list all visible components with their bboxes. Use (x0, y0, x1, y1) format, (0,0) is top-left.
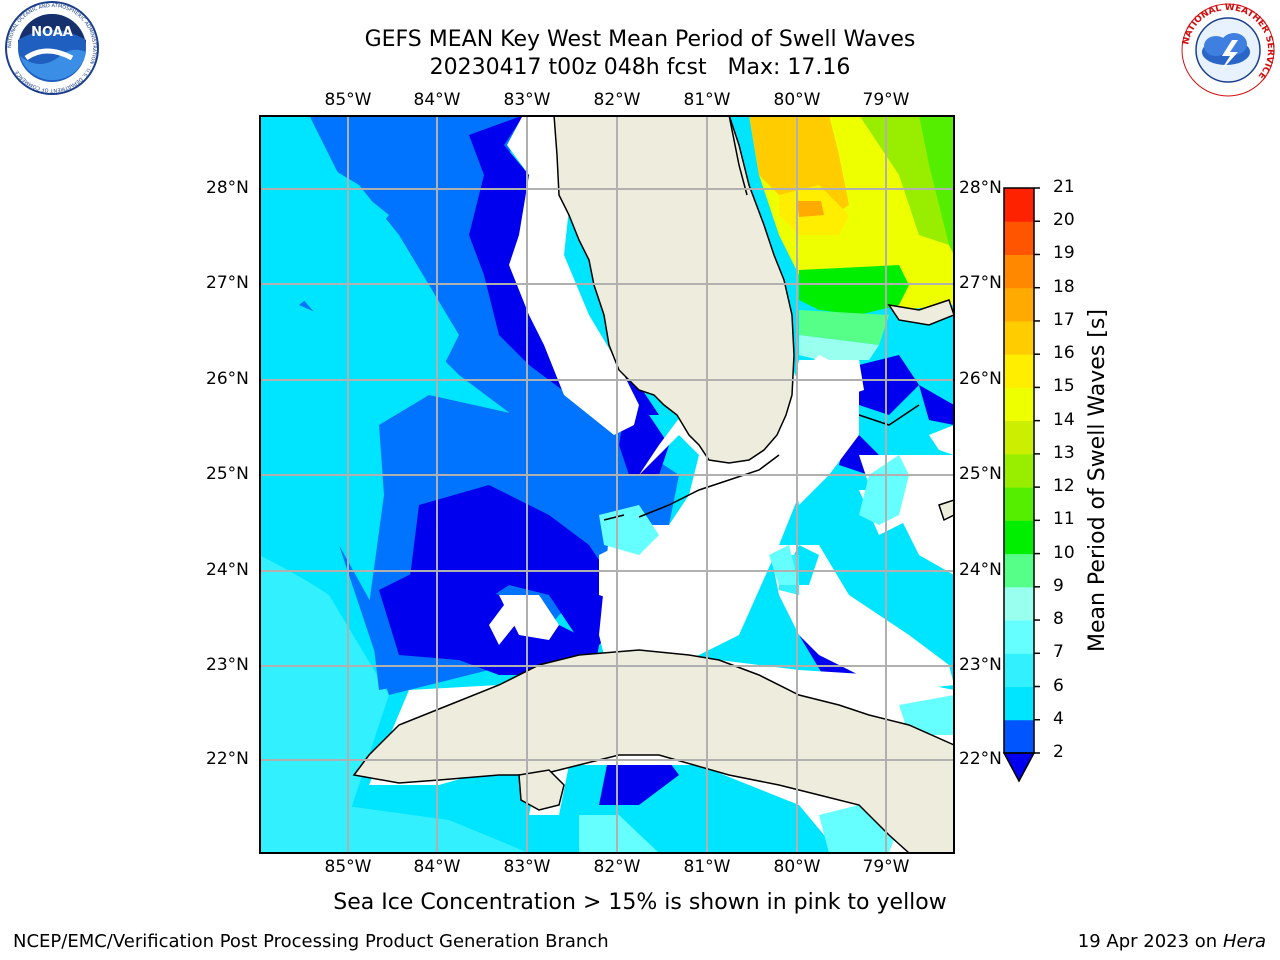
colorbar-band (1004, 487, 1034, 521)
footer-date: 19 Apr 2023 on Hera (1078, 931, 1266, 952)
colorbar-band (1004, 453, 1034, 488)
map-title: GEFS MEAN Key West Mean Period of Swell … (0, 26, 1280, 82)
lon-label-bottom: 83°W (503, 857, 551, 877)
colorbar-tick-label: 8 (1053, 609, 1064, 630)
lon-label-bottom: 80°W (773, 857, 821, 877)
colorbar (1002, 187, 1040, 783)
colorbar-band (1004, 254, 1034, 289)
colorbar-tick-label: 21 (1053, 177, 1075, 197)
colorbar-band (1004, 520, 1034, 555)
colorbar-band (1004, 221, 1034, 255)
map-panel (259, 115, 955, 854)
colorbar-tick-label: 15 (1053, 376, 1075, 397)
colorbar-band (1004, 387, 1034, 422)
title-line-1: GEFS MEAN Key West Mean Period of Swell … (364, 27, 916, 52)
lon-label-top: 82°W (593, 90, 641, 110)
colorbar-tick-label: 17 (1053, 309, 1075, 330)
sea-ice-caption: Sea Ice Concentration > 15% is shown in … (333, 890, 947, 915)
lat-label-left: 28°N (206, 178, 249, 198)
colorbar-under-arrow (1002, 752, 1036, 783)
lat-label-right: 24°N (959, 560, 1002, 580)
colorbar-band (1004, 653, 1034, 688)
nws-logo: NATIONAL WEATHER SERVICE (1181, 3, 1275, 97)
colorbar-bands (1004, 188, 1034, 754)
colorbar-tick-label: 6 (1053, 675, 1064, 696)
lon-label-top: 80°W (773, 90, 821, 110)
colorbar-tick-label: 7 (1053, 642, 1064, 663)
lon-label-top: 83°W (503, 90, 551, 110)
colorbar-tick-label: 10 (1053, 542, 1075, 563)
lat-label-right: 26°N (959, 369, 1002, 389)
colorbar-band (1004, 320, 1034, 355)
lat-label-right: 22°N (959, 749, 1002, 769)
colorbar-band (1004, 287, 1034, 322)
map-grid (259, 115, 954, 853)
colorbar-frame (1003, 187, 1035, 754)
lat-label-left: 24°N (206, 560, 249, 580)
colorbar-tick-label: 2 (1053, 742, 1064, 762)
keys-coastline (603, 115, 920, 521)
lon-label-bottom: 82°W (593, 857, 641, 877)
lon-label-bottom: 79°W (862, 857, 910, 877)
colorbar-band (1004, 553, 1034, 588)
florida-land (553, 115, 795, 464)
lat-label-left: 25°N (206, 464, 249, 484)
lon-label-top: 84°W (413, 90, 461, 110)
colorbar-band (1004, 420, 1034, 455)
footer-organization: NCEP/EMC/Verification Post Processing Pr… (13, 931, 609, 952)
colorbar-band (1004, 188, 1034, 222)
footer-date-text: 19 Apr 2023 on (1077, 931, 1223, 952)
lon-label-bottom: 85°W (324, 857, 372, 877)
colorbar-tick-label: 12 (1053, 476, 1075, 497)
lon-label-top: 81°W (683, 90, 731, 110)
colorbar-band (1004, 686, 1034, 721)
colorbar-band (1004, 719, 1034, 754)
lat-label-left: 22°N (206, 749, 249, 769)
lat-label-right: 27°N (959, 273, 1002, 293)
footer-machine: Hera (1222, 931, 1266, 952)
land-masses (352, 115, 955, 854)
colorbar-title: Mean Period of Swell Waves [s] (1085, 309, 1110, 652)
colorbar-tick-label: 19 (1053, 243, 1075, 264)
colorbar-tick-label: 14 (1053, 409, 1075, 430)
title-line-2: 20230417 t00z 048h fcst Max: 17.16 (429, 55, 851, 80)
lat-label-right: 23°N (959, 655, 1002, 675)
colorbar-tick-label: 9 (1053, 575, 1064, 596)
lon-label-bottom: 81°W (683, 857, 731, 877)
lat-label-right: 25°N (959, 464, 1002, 484)
lon-label-top: 85°W (324, 90, 372, 110)
lat-label-left: 23°N (206, 655, 249, 675)
colorbar-tick-label: 13 (1053, 442, 1075, 463)
isla-juventud (518, 769, 565, 811)
map-frame (259, 115, 955, 854)
noaa-logo: NOAA NATIONAL OCEANIC AND ATMOSPHERIC AD… (5, 1, 99, 95)
noaa-logo-text: NOAA (31, 25, 73, 40)
lat-label-right: 28°N (959, 178, 1002, 198)
colorbar-tick-label: 18 (1053, 276, 1075, 297)
colorbar-band (1004, 620, 1034, 654)
colorbar-tick-label: 11 (1053, 509, 1075, 530)
lon-label-top: 79°W (862, 90, 910, 110)
lat-label-left: 27°N (206, 273, 249, 293)
lat-label-left: 26°N (206, 369, 249, 389)
colorbar-tick-label: 20 (1053, 210, 1075, 231)
colorbar-tick-label: 16 (1053, 343, 1075, 364)
colorbar-tick-label: 4 (1053, 708, 1064, 729)
colorbar-band (1004, 354, 1034, 388)
colorbar-band (1004, 586, 1034, 621)
lon-label-bottom: 84°W (413, 857, 461, 877)
